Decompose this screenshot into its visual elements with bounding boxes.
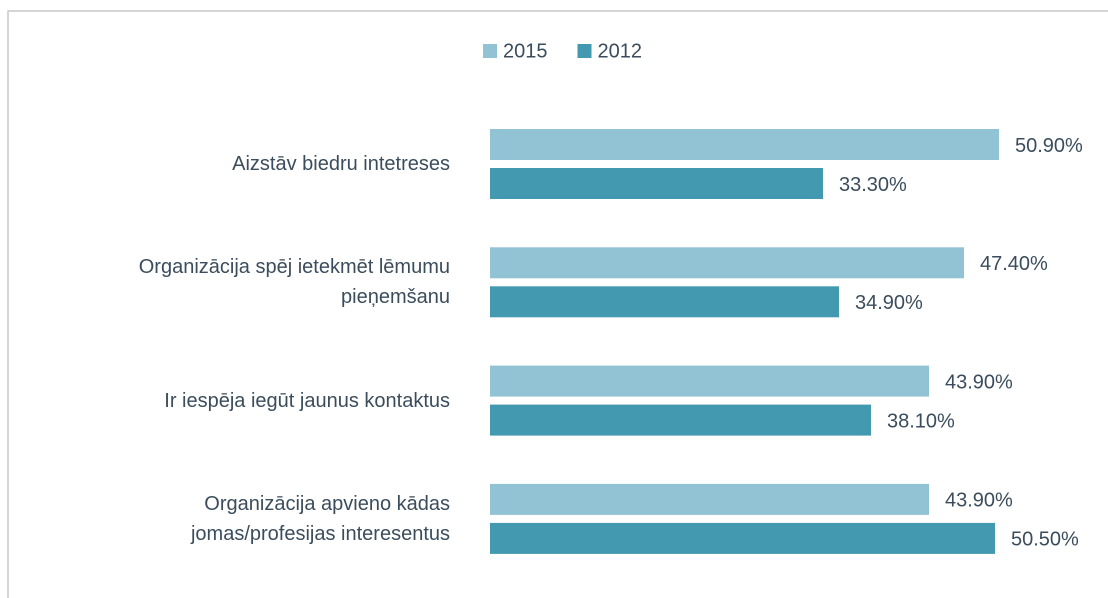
- legend-label: 2012: [598, 40, 643, 62]
- frame: [7, 10, 1108, 598]
- category-label: Organizācija apvieno kādas jomas/profesi…: [190, 492, 450, 545]
- legend-label: 2015: [503, 40, 548, 62]
- value-label: 34.90%: [855, 292, 923, 314]
- value-label: 33.30%: [839, 174, 907, 196]
- value-label: 43.90%: [945, 371, 1013, 393]
- value-label: 43.90%: [945, 490, 1013, 512]
- bar: [490, 522, 995, 554]
- legend-swatch: [483, 44, 497, 58]
- legend-swatch: [577, 44, 592, 58]
- category-label: Organizācija spēj ietekmēt lēmumu pieņem…: [138, 256, 450, 309]
- value-label: 50.90%: [1015, 135, 1083, 157]
- bar: [490, 129, 999, 160]
- bar: [490, 247, 964, 279]
- category-label: Ir iespēja iegūt jaunus kontaktus: [164, 389, 450, 412]
- value-label: 38.10%: [887, 410, 955, 432]
- bar: [490, 168, 823, 199]
- category-label: Aizstāv biedru intetreses: [232, 153, 450, 175]
- value-label: 47.40%: [980, 253, 1048, 275]
- value-label: 50.50%: [1011, 529, 1079, 551]
- bar: [490, 483, 929, 515]
- bar: [490, 365, 929, 397]
- bar: [490, 404, 871, 436]
- bar: [490, 286, 839, 318]
